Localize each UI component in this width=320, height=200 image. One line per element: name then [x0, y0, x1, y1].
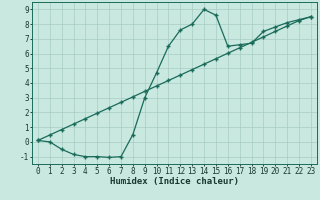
X-axis label: Humidex (Indice chaleur): Humidex (Indice chaleur) [110, 177, 239, 186]
